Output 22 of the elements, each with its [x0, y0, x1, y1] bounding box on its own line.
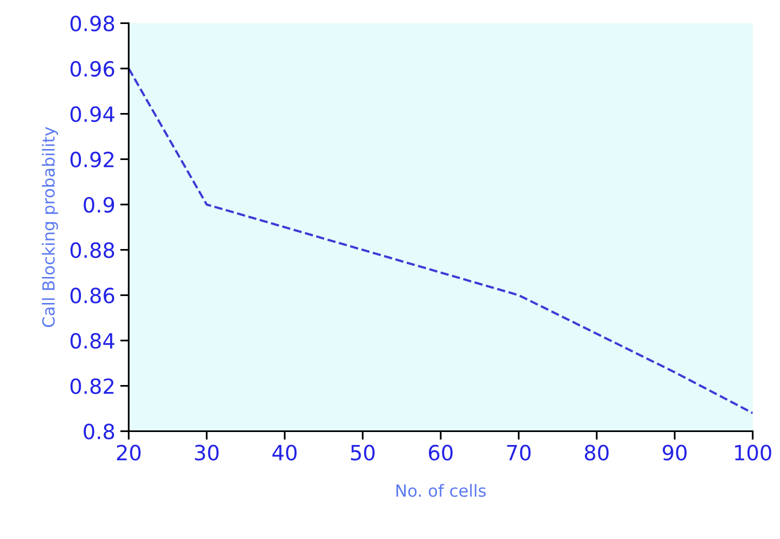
x-tick-label: 60: [428, 444, 453, 461]
x-tick-label: 20: [116, 444, 141, 461]
y-tick-label: 0.94: [70, 106, 114, 122]
x-tick-label: 30: [195, 444, 219, 461]
line-series: [128, 67, 753, 414]
y-tick-label: 0.98: [70, 16, 114, 32]
y-tick-label: 0.96: [70, 60, 114, 77]
y-tick-label: 0.82: [70, 378, 114, 394]
x-tick-label: 40: [272, 444, 297, 461]
y-tick-label: 0.9: [84, 196, 114, 213]
y-axis-title: Call Blocking probability: [42, 126, 58, 327]
x-tick-label: 100: [735, 444, 772, 461]
x-tick-label: 80: [584, 444, 609, 461]
x-tick-label: 70: [507, 444, 531, 461]
y-tick-label: 0.92: [70, 152, 114, 168]
y-tick-label: 0.8: [84, 424, 114, 440]
y-tick-label: 0.86: [70, 288, 114, 304]
x-tick-label: 90: [662, 444, 687, 461]
x-tick-label: 50: [351, 444, 375, 461]
y-tick-label: 0.88: [70, 242, 114, 258]
x-axis-title: No. of cells: [396, 484, 486, 497]
y-tick-label: 0.84: [70, 332, 114, 349]
